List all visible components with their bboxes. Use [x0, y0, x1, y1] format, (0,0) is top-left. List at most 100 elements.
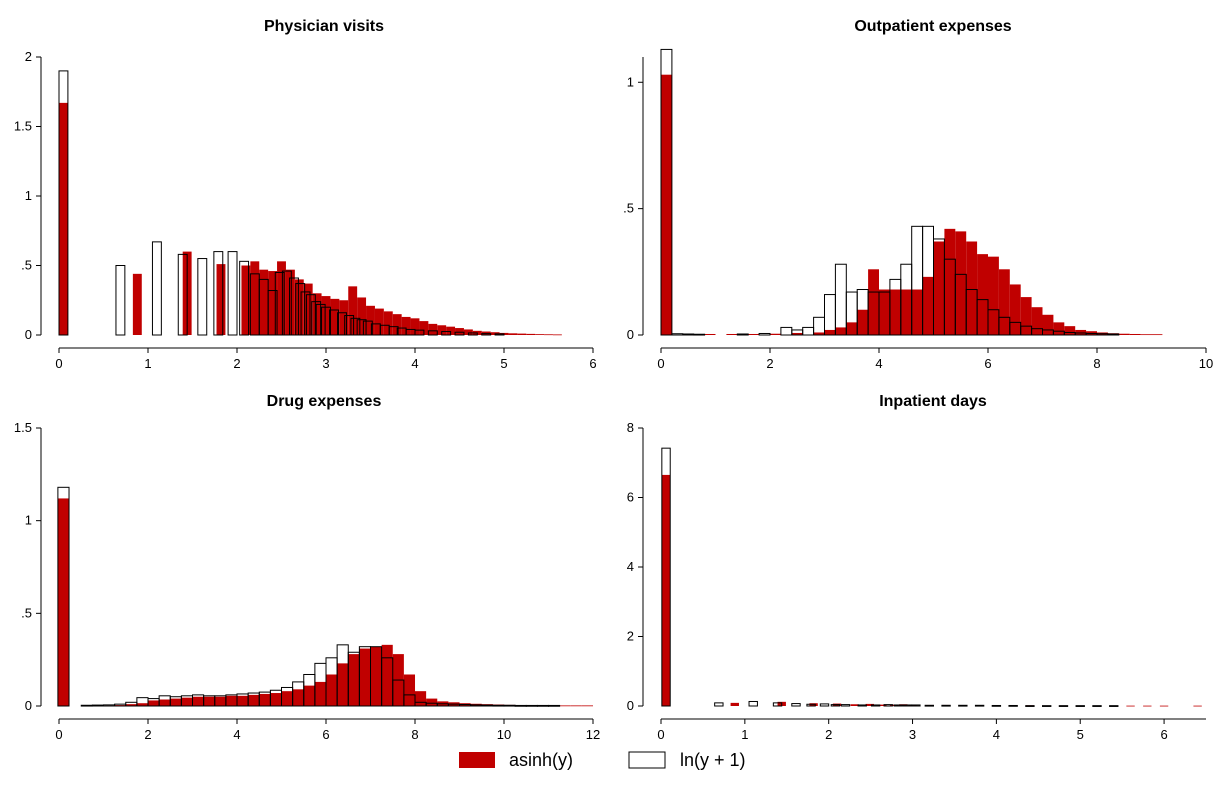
bar	[384, 311, 393, 335]
y-tick-label: 0	[627, 698, 634, 713]
bar	[133, 274, 142, 335]
bar	[517, 334, 526, 335]
panel-physician-visits: Physician visits0.511.520 1 2 3 4 5 6	[14, 18, 597, 371]
bar	[835, 327, 846, 335]
x-tick-label: 6	[984, 356, 991, 371]
y-tick-label: 1.5	[14, 119, 32, 134]
bar	[1075, 330, 1086, 335]
bar	[846, 322, 857, 335]
legend: asinh(y) ln(y + 1)	[459, 750, 746, 770]
bar	[415, 691, 426, 706]
bar	[890, 290, 901, 335]
bar	[731, 703, 739, 706]
bar	[371, 647, 382, 706]
bar	[825, 295, 836, 335]
bar	[661, 75, 672, 335]
x-tick-label: 3	[322, 356, 329, 371]
panel-title-inpatient-days: Inpatient days	[879, 393, 987, 410]
bar	[359, 649, 370, 706]
x-tick-label: 8	[411, 727, 418, 742]
x-tick-label: 0	[55, 727, 62, 742]
y-tick-label: .5	[21, 605, 32, 620]
panel-title-outpatient-expenses: Outpatient expenses	[854, 18, 1011, 35]
bar	[226, 696, 237, 706]
x-tick-label: 1	[741, 727, 748, 742]
bar	[549, 705, 560, 706]
bar	[749, 701, 757, 706]
bar	[582, 705, 593, 706]
y-tick-label: 0	[25, 698, 32, 713]
bar	[198, 259, 207, 335]
bar	[1043, 706, 1051, 707]
bar	[1110, 706, 1118, 707]
bar	[1143, 706, 1151, 707]
bar	[715, 703, 723, 706]
bar	[526, 705, 537, 706]
bar	[803, 327, 814, 335]
legend-swatch-asinh	[459, 752, 495, 768]
x-tick-label: 6	[1160, 727, 1167, 742]
bar	[366, 306, 375, 335]
x-tick-label: 12	[586, 727, 600, 742]
bar	[116, 266, 125, 336]
y-tick-label: 2	[25, 49, 32, 64]
bar	[925, 705, 933, 706]
bar	[1126, 706, 1134, 707]
bar	[975, 705, 983, 706]
bar	[215, 697, 226, 706]
panel-title-drug-expenses: Drug expenses	[267, 393, 382, 410]
bar	[170, 699, 181, 706]
x-tick-label: 6	[589, 356, 596, 371]
bar	[857, 310, 868, 335]
bar	[92, 705, 103, 706]
bar	[148, 700, 159, 706]
bar	[526, 334, 535, 335]
bar	[966, 241, 977, 335]
bar	[835, 264, 846, 335]
bar	[879, 290, 890, 335]
x-tick-label: 4	[233, 727, 240, 742]
bar	[571, 705, 582, 706]
bar	[375, 309, 384, 335]
x-tick-label: 1	[144, 356, 151, 371]
bar	[250, 261, 259, 335]
bar	[357, 297, 366, 335]
bar	[901, 290, 912, 335]
bar	[1152, 334, 1163, 335]
bar	[504, 705, 515, 706]
y-tick-label: 1	[25, 188, 32, 203]
x-tick-label: 3	[909, 727, 916, 742]
bar	[959, 705, 967, 706]
bar	[204, 697, 215, 706]
bar	[228, 252, 237, 335]
bar	[315, 682, 326, 706]
bar	[544, 334, 553, 335]
bar	[694, 334, 705, 335]
y-tick-label: 4	[627, 559, 634, 574]
bar	[59, 103, 68, 335]
bar	[337, 663, 348, 706]
bar	[737, 334, 748, 335]
bar	[1193, 706, 1201, 707]
bar	[1076, 706, 1084, 707]
bar	[923, 277, 934, 335]
y-tick-label: 0	[25, 327, 32, 342]
y-tick-label: .5	[21, 258, 32, 273]
bar	[1053, 322, 1064, 335]
bar	[482, 705, 493, 706]
bar	[748, 334, 759, 335]
bar	[1032, 307, 1043, 335]
bar	[152, 242, 161, 335]
bar	[1009, 705, 1017, 706]
x-tick-label: 0	[55, 356, 62, 371]
x-tick-label: 4	[993, 727, 1000, 742]
x-tick-label: 5	[1077, 727, 1084, 742]
bar	[825, 330, 836, 335]
bar	[868, 269, 879, 335]
bar	[912, 290, 923, 335]
bar	[404, 674, 415, 706]
x-tick-label: 0	[657, 356, 664, 371]
x-tick-label: 4	[875, 356, 882, 371]
bar	[1010, 284, 1021, 335]
panel-title-physician-visits: Physician visits	[264, 18, 384, 35]
